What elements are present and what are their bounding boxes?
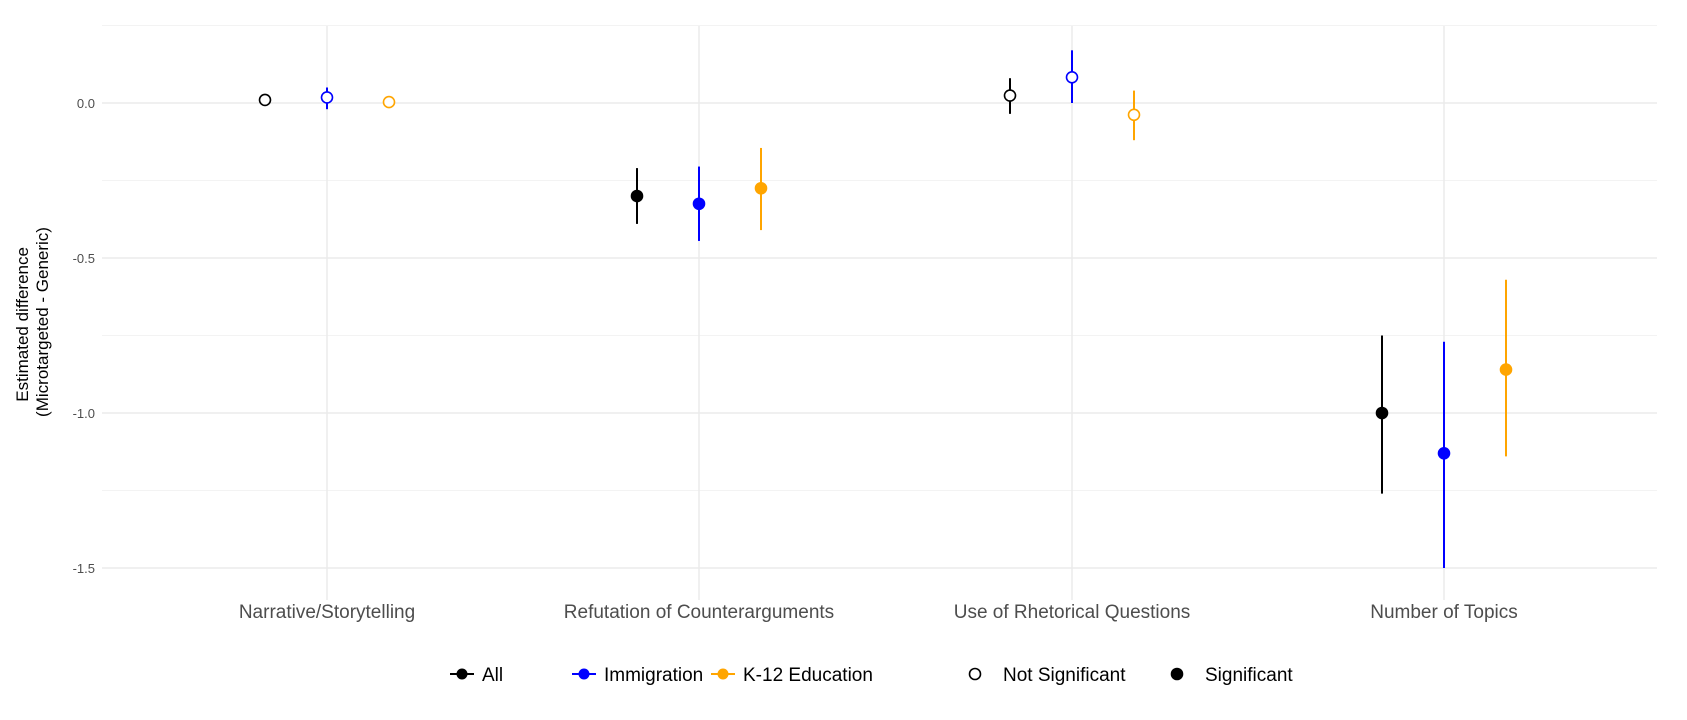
legend-dot xyxy=(717,668,729,680)
legend-item-not-significant: Not Significant xyxy=(968,665,1126,686)
point-estimate xyxy=(258,93,272,107)
x-category-labels: Narrative/Storytelling Refutation of Coun… xyxy=(239,602,1518,623)
legend-dot xyxy=(456,668,468,680)
y-tick-label: 0.0 xyxy=(77,96,95,111)
y-tick-label: -0.5 xyxy=(73,251,95,266)
point-estimate xyxy=(1437,446,1451,460)
y-axis-label-line-2: (Microtargeted - Generic) xyxy=(33,227,52,417)
x-category-label: Number of Topics xyxy=(1370,602,1518,623)
legend: All Immigration K-12 Education Not Signific… xyxy=(450,665,1293,686)
point-estimate xyxy=(692,197,706,211)
y-axis-label: Estimated difference (Microtargeted - Ge… xyxy=(13,227,52,417)
legend-item-significant: Significant xyxy=(1170,665,1293,686)
x-category-label: Refutation of Counterarguments xyxy=(564,602,834,623)
point-estimate xyxy=(630,189,644,203)
legend-label: All xyxy=(482,665,503,686)
point-estimate xyxy=(1127,108,1141,122)
point-estimate xyxy=(320,91,334,104)
legend-item-all: All xyxy=(450,665,503,686)
point-estimate xyxy=(1003,89,1017,102)
legend-dot xyxy=(578,668,590,680)
y-ticks: 0.0 -0.5 -1.0 -1.5 xyxy=(73,96,95,576)
point-estimate xyxy=(1375,406,1389,420)
legend-label: K-12 Education xyxy=(743,665,873,686)
y-axis-label-line-1: Estimated difference xyxy=(13,247,32,402)
point-estimate xyxy=(1065,70,1079,84)
grid xyxy=(102,25,1657,600)
x-category-label: Use of Rhetorical Questions xyxy=(954,602,1191,623)
legend-shape xyxy=(968,667,982,681)
y-tick-label: -1.0 xyxy=(73,406,95,421)
point-estimate xyxy=(382,95,396,109)
legend-item-k-12-education: K-12 Education xyxy=(711,665,873,686)
point-estimate xyxy=(1499,363,1513,376)
point-estimate xyxy=(754,181,768,195)
x-category-label: Narrative/Storytelling xyxy=(239,602,415,623)
chart-marks xyxy=(258,50,1513,568)
legend-label: Immigration xyxy=(604,665,703,686)
legend-label: Not Significant xyxy=(1003,665,1126,686)
legend-label: Significant xyxy=(1205,665,1293,686)
y-tick-label: -1.5 xyxy=(73,561,95,576)
legend-shape xyxy=(1170,667,1184,681)
legend-item-immigration: Immigration xyxy=(572,665,703,686)
